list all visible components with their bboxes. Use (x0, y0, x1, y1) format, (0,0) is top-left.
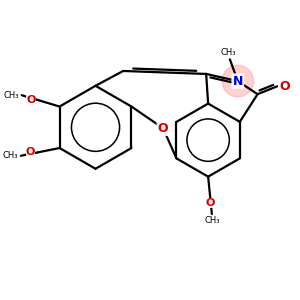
Text: CH₃: CH₃ (204, 216, 220, 225)
Text: O: O (279, 80, 290, 93)
Text: O: O (158, 122, 168, 135)
Text: CH₃: CH₃ (2, 151, 18, 160)
Text: O: O (206, 198, 215, 208)
Text: CH₃: CH₃ (220, 48, 236, 57)
Text: N: N (232, 75, 243, 88)
Text: O: O (26, 95, 36, 105)
Circle shape (222, 65, 254, 97)
Text: O: O (26, 147, 35, 157)
Text: CH₃: CH₃ (3, 91, 19, 100)
